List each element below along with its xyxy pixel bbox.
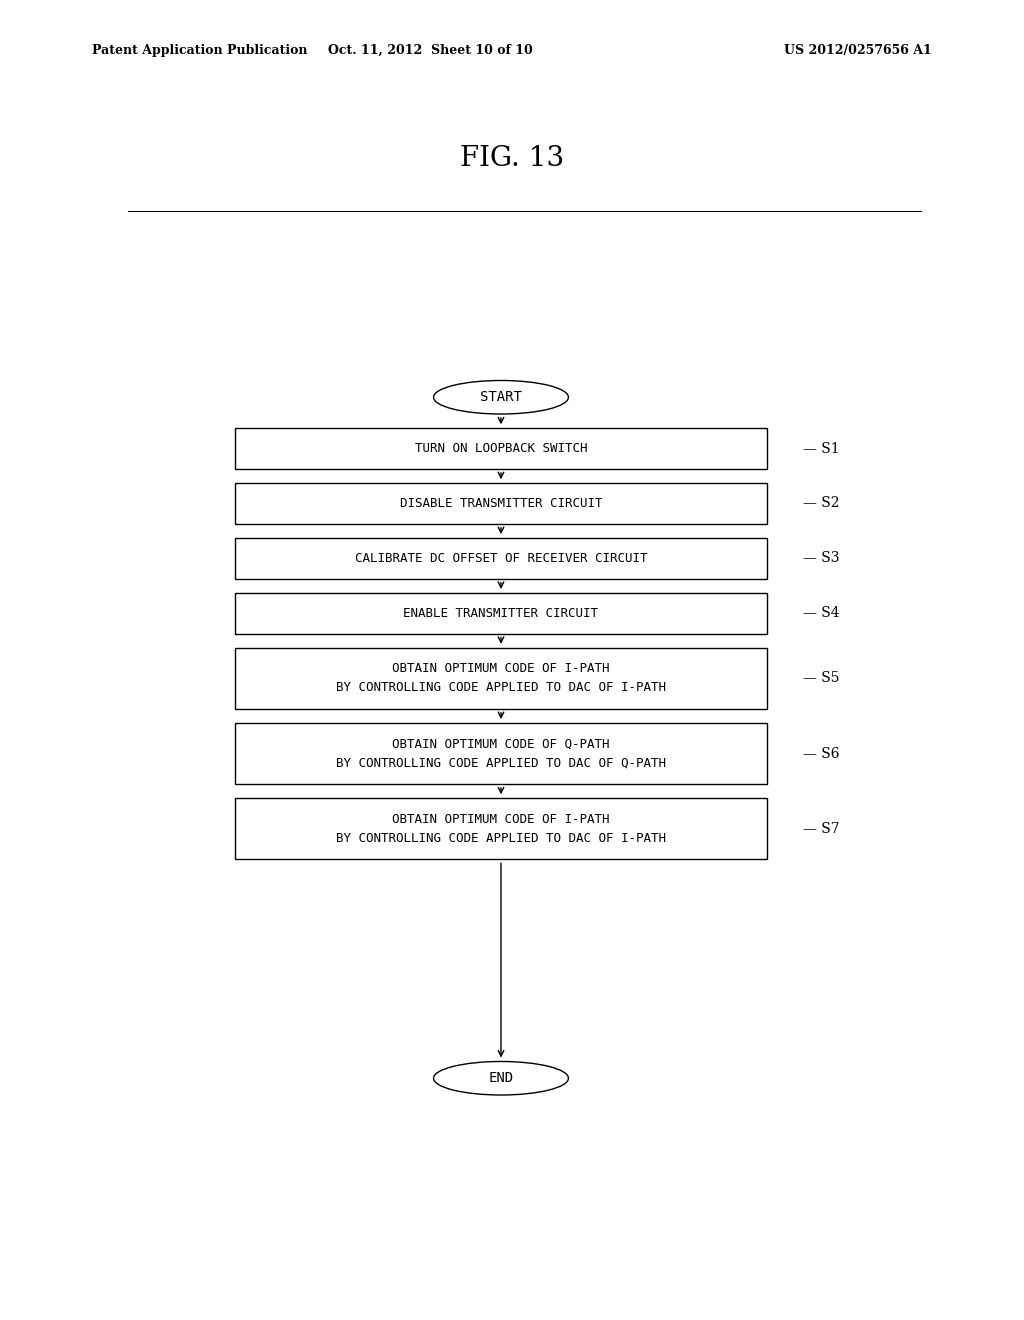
Text: FIG. 13: FIG. 13 bbox=[460, 145, 564, 172]
Text: CALIBRATE DC OFFSET OF RECEIVER CIRCUIT: CALIBRATE DC OFFSET OF RECEIVER CIRCUIT bbox=[354, 552, 647, 565]
Text: Patent Application Publication: Patent Application Publication bbox=[92, 44, 307, 57]
Text: OBTAIN OPTIMUM CODE OF Q-PATH
BY CONTROLLING CODE APPLIED TO DAC OF Q-PATH: OBTAIN OPTIMUM CODE OF Q-PATH BY CONTROL… bbox=[336, 738, 666, 770]
FancyBboxPatch shape bbox=[236, 483, 767, 524]
Text: — S5: — S5 bbox=[803, 672, 839, 685]
Text: — S2: — S2 bbox=[803, 496, 839, 511]
FancyBboxPatch shape bbox=[236, 723, 767, 784]
Text: — S1: — S1 bbox=[803, 442, 840, 455]
FancyBboxPatch shape bbox=[236, 799, 767, 859]
Text: — S7: — S7 bbox=[803, 822, 840, 836]
FancyBboxPatch shape bbox=[236, 539, 767, 578]
Text: START: START bbox=[480, 391, 522, 404]
Text: OBTAIN OPTIMUM CODE OF I-PATH
BY CONTROLLING CODE APPLIED TO DAC OF I-PATH: OBTAIN OPTIMUM CODE OF I-PATH BY CONTROL… bbox=[336, 663, 666, 694]
Ellipse shape bbox=[433, 380, 568, 414]
Text: ENABLE TRANSMITTER CIRCUIT: ENABLE TRANSMITTER CIRCUIT bbox=[403, 607, 598, 619]
Text: OBTAIN OPTIMUM CODE OF I-PATH
BY CONTROLLING CODE APPLIED TO DAC OF I-PATH: OBTAIN OPTIMUM CODE OF I-PATH BY CONTROL… bbox=[336, 813, 666, 845]
Text: END: END bbox=[488, 1072, 514, 1085]
FancyBboxPatch shape bbox=[236, 648, 767, 709]
Text: — S4: — S4 bbox=[803, 606, 840, 620]
Text: Oct. 11, 2012  Sheet 10 of 10: Oct. 11, 2012 Sheet 10 of 10 bbox=[328, 44, 532, 57]
Text: US 2012/0257656 A1: US 2012/0257656 A1 bbox=[784, 44, 932, 57]
Text: — S3: — S3 bbox=[803, 552, 839, 565]
Ellipse shape bbox=[433, 1061, 568, 1096]
Text: DISABLE TRANSMITTER CIRCUIT: DISABLE TRANSMITTER CIRCUIT bbox=[399, 496, 602, 510]
Text: TURN ON LOOPBACK SWITCH: TURN ON LOOPBACK SWITCH bbox=[415, 442, 587, 455]
FancyBboxPatch shape bbox=[236, 593, 767, 634]
FancyBboxPatch shape bbox=[236, 428, 767, 469]
Text: — S6: — S6 bbox=[803, 747, 839, 760]
